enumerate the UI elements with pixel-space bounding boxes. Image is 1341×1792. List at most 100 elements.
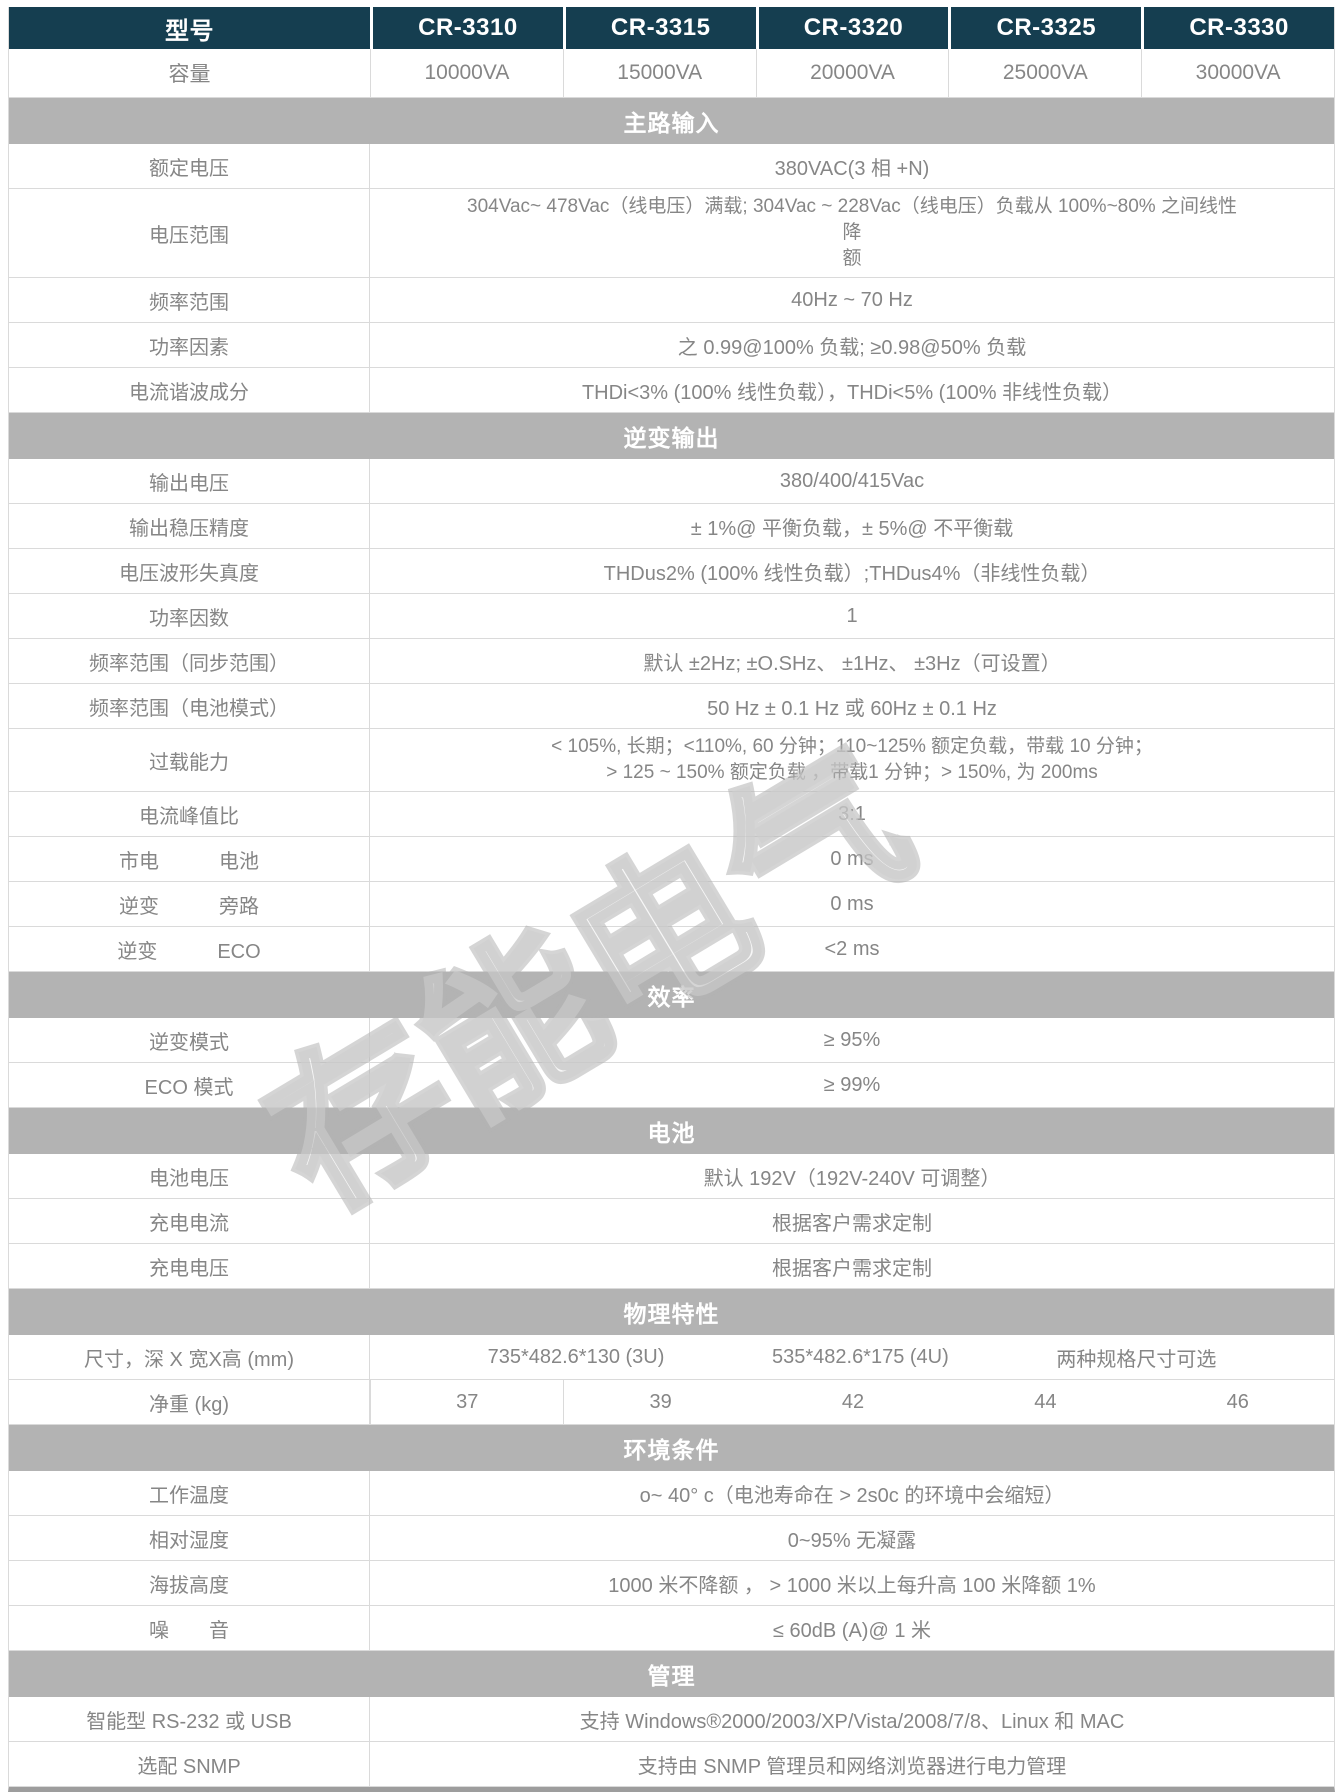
row-value: 1000 米不降额 ， > 1000 米以上每升高 100 米降额 1% [608,1574,1096,1597]
row-value: 0~95% 无凝露 [787,1529,917,1552]
row-value: 0 ms [830,847,874,870]
row-value: 735*482.6*130 (3U) 535*482.6*175 (4U) 两种规格… [370,1335,1334,1379]
row-value: 380/400/415Vac [779,469,925,492]
capacity-value: 15000VA [562,49,756,97]
table-row: 净重 (kg) 37 39 42 44 46 [9,1380,1334,1425]
row-value: ≥ 95% [823,1028,881,1051]
table-row: 逆变 旁路 0 ms [9,882,1334,927]
row-label: 额定电压 [9,144,370,188]
row-label: 噪 音 [9,1606,370,1650]
row-value-line: 降 [842,222,862,243]
row-label: 相对湿度 [9,1516,370,1560]
row-label: 净重 (kg) [9,1380,370,1424]
row-label: ECO 模式 [9,1063,370,1107]
row-value: 380VAC(3 相 +N) [774,157,930,180]
section-header: 效率 [9,972,1334,1018]
capacity-value: 25000VA [948,49,1141,97]
capacity-row: 容量 10000VA 15000VA 20000VA 25000VA 30000VA [9,49,1334,98]
row-label: 功率因数 [9,594,370,638]
table-row: 智能型 RS-232 或 USB 支持 Windows®2000/2003/XP/… [9,1697,1334,1742]
row-value: <2 ms [824,937,880,960]
table-row: 频率范围（电池模式） 50 Hz ± 0.1 Hz 或 60Hz ± 0.1 Hz [9,684,1334,729]
row-value-line: 304Vac~ 478Vac（线电压）满载; 304Vac ~ 228Vac（线… [467,196,1237,217]
table-row: 电流峰值比 3:1 [9,792,1334,837]
table-row: 额定电压 380VAC(3 相 +N) [9,144,1334,189]
table-row: 电压波形失真度 THDus2% (100% 线性负载）;THDus4%（非线性负载… [9,549,1334,594]
row-value: THDus2% (100% 线性负载）;THDus4%（非线性负载） [603,562,1101,585]
row-label: 逆变 ECO [9,927,370,971]
section-header: 环境条件 [9,1425,1334,1471]
row-value: 根据客户需求定制 [772,1257,932,1280]
row-value: ≤ 60dB (A)@ 1 米 [773,1619,931,1642]
row-value: ≥ 99% [823,1073,881,1096]
row-value: 40Hz ~ 70 Hz [791,288,913,311]
row-label: 频率范围（同步范围） [9,639,370,683]
row-value: 支持由 SNMP 管理员和网络浏览器进行电力管理 [637,1755,1067,1778]
row-label: 逆变 旁路 [9,882,370,926]
section-header: 主路输入 [9,98,1334,144]
table-row: 市电 电池 0 ms [9,837,1334,882]
spec-table: 型号 CR-3310 CR-3315 CR-3320 CR-3325 CR-3330 容量 1… [8,7,1335,1792]
weight-value: 46 [1226,1390,1249,1413]
capacity-label: 容量 [168,63,211,86]
weight-value: 42 [841,1390,865,1413]
row-value: o~ 40° c（电池寿命在 > 2s0c 的环境中会缩短） [639,1484,1065,1507]
capacity-value: 10000VA [370,49,563,97]
section-header: 电池 [9,1108,1334,1154]
row-label: 充电电流 [9,1199,370,1243]
table-row: 工作温度 o~ 40° c（电池寿命在 > 2s0c 的环境中会缩短） [9,1471,1334,1516]
row-label: 工作温度 [9,1471,370,1515]
table-row: 海拔高度 1000 米不降额 ， > 1000 米以上每升高 100 米降额 1% [9,1561,1334,1606]
table-row: 充电电压 根据客户需求定制 [9,1244,1334,1289]
row-value: 之 0.99@100% 负载; ≥0.98@50% 负载 [677,336,1027,359]
table-row: 选配 SNMP 支持由 SNMP 管理员和网络浏览器进行电力管理 [9,1742,1334,1787]
table-row: 逆变 ECO <2 ms [9,927,1334,972]
model-header-cell: CR-3315 [562,7,756,49]
section-header: 逆变输出 [9,413,1334,459]
row-label: 海拔高度 [9,1561,370,1605]
table-row: 噪 音 ≤ 60dB (A)@ 1 米 [9,1606,1334,1651]
weight-merged-cell: 42 44 46 [757,1380,1334,1424]
model-header-row: 型号 CR-3310 CR-3315 CR-3320 CR-3325 CR-3330 [9,7,1334,49]
row-label: 过载能力 [9,729,370,791]
row-label: 电压波形失真度 [9,549,370,593]
table-row: 过载能力 < 105%, 长期；<110%, 60 分钟；110~125% 额定负… [9,729,1334,792]
row-label: 电池电压 [9,1154,370,1198]
weight-value: 44 [1034,1390,1057,1413]
model-header-label: 型号 [9,7,370,49]
row-label: 功率因素 [9,323,370,367]
model-header-cell: CR-3325 [948,7,1142,49]
row-label: 逆变模式 [9,1018,370,1062]
capacity-value: 20000VA [755,49,949,97]
model-header-cell: CR-3320 [755,7,949,49]
table-row: 充电电流 根据客户需求定制 [9,1199,1334,1244]
table-row: 相对湿度 0~95% 无凝露 [9,1516,1334,1561]
weight-cell: 39 [563,1380,756,1424]
table-row: 功率因素 之 0.99@100% 负载; ≥0.98@50% 负载 [9,323,1334,368]
row-value: 1 [846,604,858,627]
row-label: 充电电压 [9,1244,370,1288]
row-value: 根据客户需求定制 [772,1212,932,1235]
row-label: 尺寸，深 X 宽X高 (mm) [9,1335,370,1379]
table-row: 电流谐波成分 THDi<3% (100% 线性负载），THDi<5% (100% … [9,368,1334,413]
capacity-value: 30000VA [1141,49,1334,97]
row-label: 电压范围 [9,189,370,277]
section-header: 管理 [9,1651,1334,1697]
row-label: 电流峰值比 [9,792,370,836]
row-label: 输出稳压精度 [9,504,370,548]
table-row: 输出电压 380/400/415Vac [9,459,1334,504]
table-row: 输出稳压精度 ± 1%@ 平衡负载，± 5%@ 不平衡载 [9,504,1334,549]
section-header: 物理特性 [9,1289,1334,1335]
row-value: THDi<3% (100% 线性负载），THDi<5% (100% 非线性负载） [581,381,1123,404]
row-value-line: > 125 ~ 150% 额定负载 ，带载1 分钟；> 150%, 为 200m… [606,762,1098,783]
row-label: 选配 SNMP [9,1742,370,1786]
row-label: 频率范围 [9,278,370,322]
row-value: 默认 ±2Hz; ±O.SHz、 ±1Hz、 ±3Hz（可设置） [643,652,1061,675]
row-label: 智能型 RS-232 或 USB [9,1697,370,1741]
table-row: ECO 模式 ≥ 99% [9,1063,1334,1108]
row-value: 默认 192V（192V-240V 可调整） [703,1167,1001,1190]
row-value-chunk: 两种规格尺寸可选 [1056,1348,1217,1371]
row-label: 电流谐波成分 [9,368,370,412]
table-row: 功率因数 1 [9,594,1334,639]
row-value: 0 ms [830,892,874,915]
